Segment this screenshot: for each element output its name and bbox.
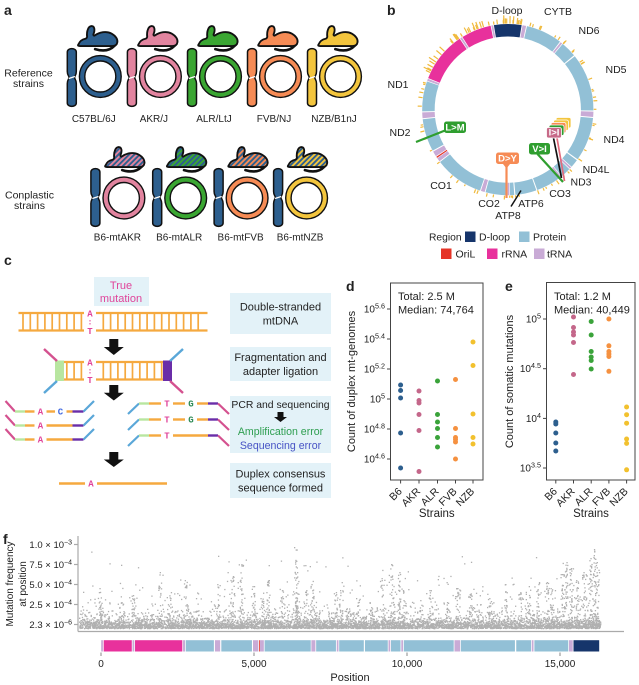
svg-text:strains: strains <box>14 200 45 212</box>
svg-text:D-loop: D-loop <box>492 5 523 17</box>
svg-text:adapter ligation: adapter ligation <box>243 366 318 378</box>
svg-text:Median: 40,449: Median: 40,449 <box>554 305 630 317</box>
svg-text:tRNA: tRNA <box>547 249 572 261</box>
svg-text:Count of duplex mt-genomes: Count of duplex mt-genomes <box>346 310 358 452</box>
svg-text:L>M: L>M <box>445 122 464 133</box>
svg-text:V>I: V>I <box>532 144 547 155</box>
svg-text:CO2: CO2 <box>478 198 500 210</box>
svg-text:b: b <box>387 2 396 18</box>
svg-text:ATP6: ATP6 <box>518 198 544 210</box>
svg-text:T: T <box>87 376 93 386</box>
svg-text:Total: 1.2 M: Total: 1.2 M <box>554 291 611 303</box>
svg-text:Count of somatic mutations: Count of somatic mutations <box>504 314 516 448</box>
svg-text:D-loop: D-loop <box>479 232 510 244</box>
svg-text:T: T <box>164 416 170 426</box>
svg-text:Reference: Reference <box>4 68 53 80</box>
svg-text:Sequencing error: Sequencing error <box>240 440 322 452</box>
svg-text:ND4: ND4 <box>603 134 624 146</box>
svg-text:A: A <box>87 310 93 320</box>
svg-text:PCR and sequencing: PCR and sequencing <box>231 400 329 411</box>
svg-text:1.0 × 10−3: 1.0 × 10−3 <box>29 540 72 552</box>
svg-text:Conplastic: Conplastic <box>5 190 54 202</box>
svg-text:Fragmentation and: Fragmentation and <box>234 352 326 364</box>
svg-text:A: A <box>38 408 44 418</box>
svg-text:ATP8: ATP8 <box>495 210 521 222</box>
svg-text:NZB/B1nJ: NZB/B1nJ <box>311 114 357 125</box>
svg-text:ND2: ND2 <box>389 127 410 139</box>
svg-text:ND1: ND1 <box>387 79 408 91</box>
svg-text:OriL: OriL <box>456 249 476 261</box>
svg-text:G: G <box>188 400 193 410</box>
svg-text:ALR/LtJ: ALR/LtJ <box>196 114 232 125</box>
svg-text:e: e <box>505 278 513 294</box>
svg-text:T: T <box>164 432 170 442</box>
svg-text:sequence formed: sequence formed <box>238 483 323 495</box>
svg-text:CO3: CO3 <box>549 188 571 200</box>
svg-text:I>I: I>I <box>549 128 560 139</box>
svg-text:Region: Region <box>429 233 462 244</box>
svg-text:D>Y: D>Y <box>498 153 517 164</box>
svg-text:B6-mtALR: B6-mtALR <box>156 233 202 244</box>
svg-text:True: True <box>110 280 132 292</box>
svg-text:C: C <box>58 408 64 418</box>
svg-text:a: a <box>4 2 12 18</box>
svg-text:2.5 × 10−4: 2.5 × 10−4 <box>29 600 72 612</box>
svg-text:Median: 74,764: Median: 74,764 <box>398 305 474 317</box>
svg-text:Double-stranded: Double-stranded <box>240 302 321 314</box>
svg-text:Amplification error: Amplification error <box>238 426 324 438</box>
svg-text:Total: 2.5 M: Total: 2.5 M <box>398 291 455 303</box>
svg-text:A: A <box>87 359 93 369</box>
svg-text:7.5 × 10−4: 7.5 × 10−4 <box>29 560 72 572</box>
svg-text:G: G <box>188 416 193 426</box>
svg-text:A: A <box>38 436 44 446</box>
svg-text:FVB/NJ: FVB/NJ <box>257 114 291 125</box>
svg-text:B6-mtFVB: B6-mtFVB <box>218 233 264 244</box>
svg-text:f: f <box>3 531 8 547</box>
svg-text:d: d <box>346 278 355 294</box>
svg-text:ND4L: ND4L <box>583 164 610 176</box>
svg-text:Strains: Strains <box>419 508 455 520</box>
svg-text:B6-mtAKR: B6-mtAKR <box>94 233 141 244</box>
svg-text:ND5: ND5 <box>605 64 626 76</box>
svg-text:B6-mtNZB: B6-mtNZB <box>277 233 324 244</box>
svg-text:T: T <box>164 400 170 410</box>
svg-text:c: c <box>4 252 12 268</box>
svg-text:ND3: ND3 <box>570 177 591 189</box>
svg-text:Strains: Strains <box>573 508 609 520</box>
svg-text:CYTB: CYTB <box>544 6 572 18</box>
svg-text:T: T <box>87 327 93 337</box>
svg-text:strains: strains <box>13 78 44 90</box>
svg-text:mutation: mutation <box>100 293 142 305</box>
svg-text:5.0 × 10−4: 5.0 × 10−4 <box>29 580 72 592</box>
svg-text:Duplex consensus: Duplex consensus <box>236 469 326 481</box>
svg-text:ND6: ND6 <box>578 25 599 37</box>
svg-text:AKR/J: AKR/J <box>140 114 168 125</box>
svg-text:A: A <box>88 480 94 490</box>
svg-text:Mutation frequency: Mutation frequency <box>5 541 16 626</box>
svg-text:rRNA: rRNA <box>502 249 528 261</box>
svg-text:2.3 × 10−6: 2.3 × 10−6 <box>29 620 72 632</box>
svg-text:at position: at position <box>18 561 29 607</box>
svg-text:Protein: Protein <box>533 232 566 244</box>
svg-text:CO1: CO1 <box>430 180 452 192</box>
svg-text:A: A <box>38 422 44 432</box>
svg-text:C57BL/6J: C57BL/6J <box>72 114 116 125</box>
svg-text:mtDNA: mtDNA <box>263 316 299 328</box>
